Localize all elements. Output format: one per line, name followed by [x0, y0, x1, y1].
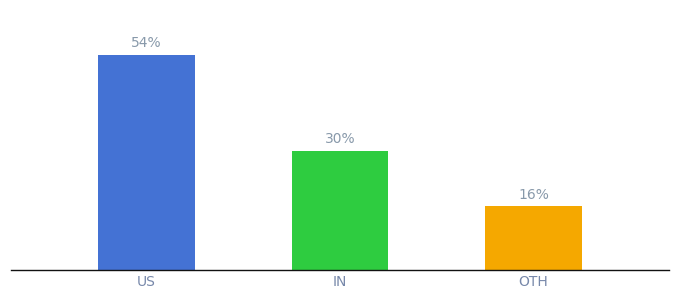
Text: 30%: 30% — [324, 132, 356, 146]
Bar — [485, 206, 582, 270]
Bar — [292, 151, 388, 270]
Text: 54%: 54% — [131, 36, 162, 50]
Bar — [98, 55, 195, 270]
Text: 16%: 16% — [518, 188, 549, 202]
